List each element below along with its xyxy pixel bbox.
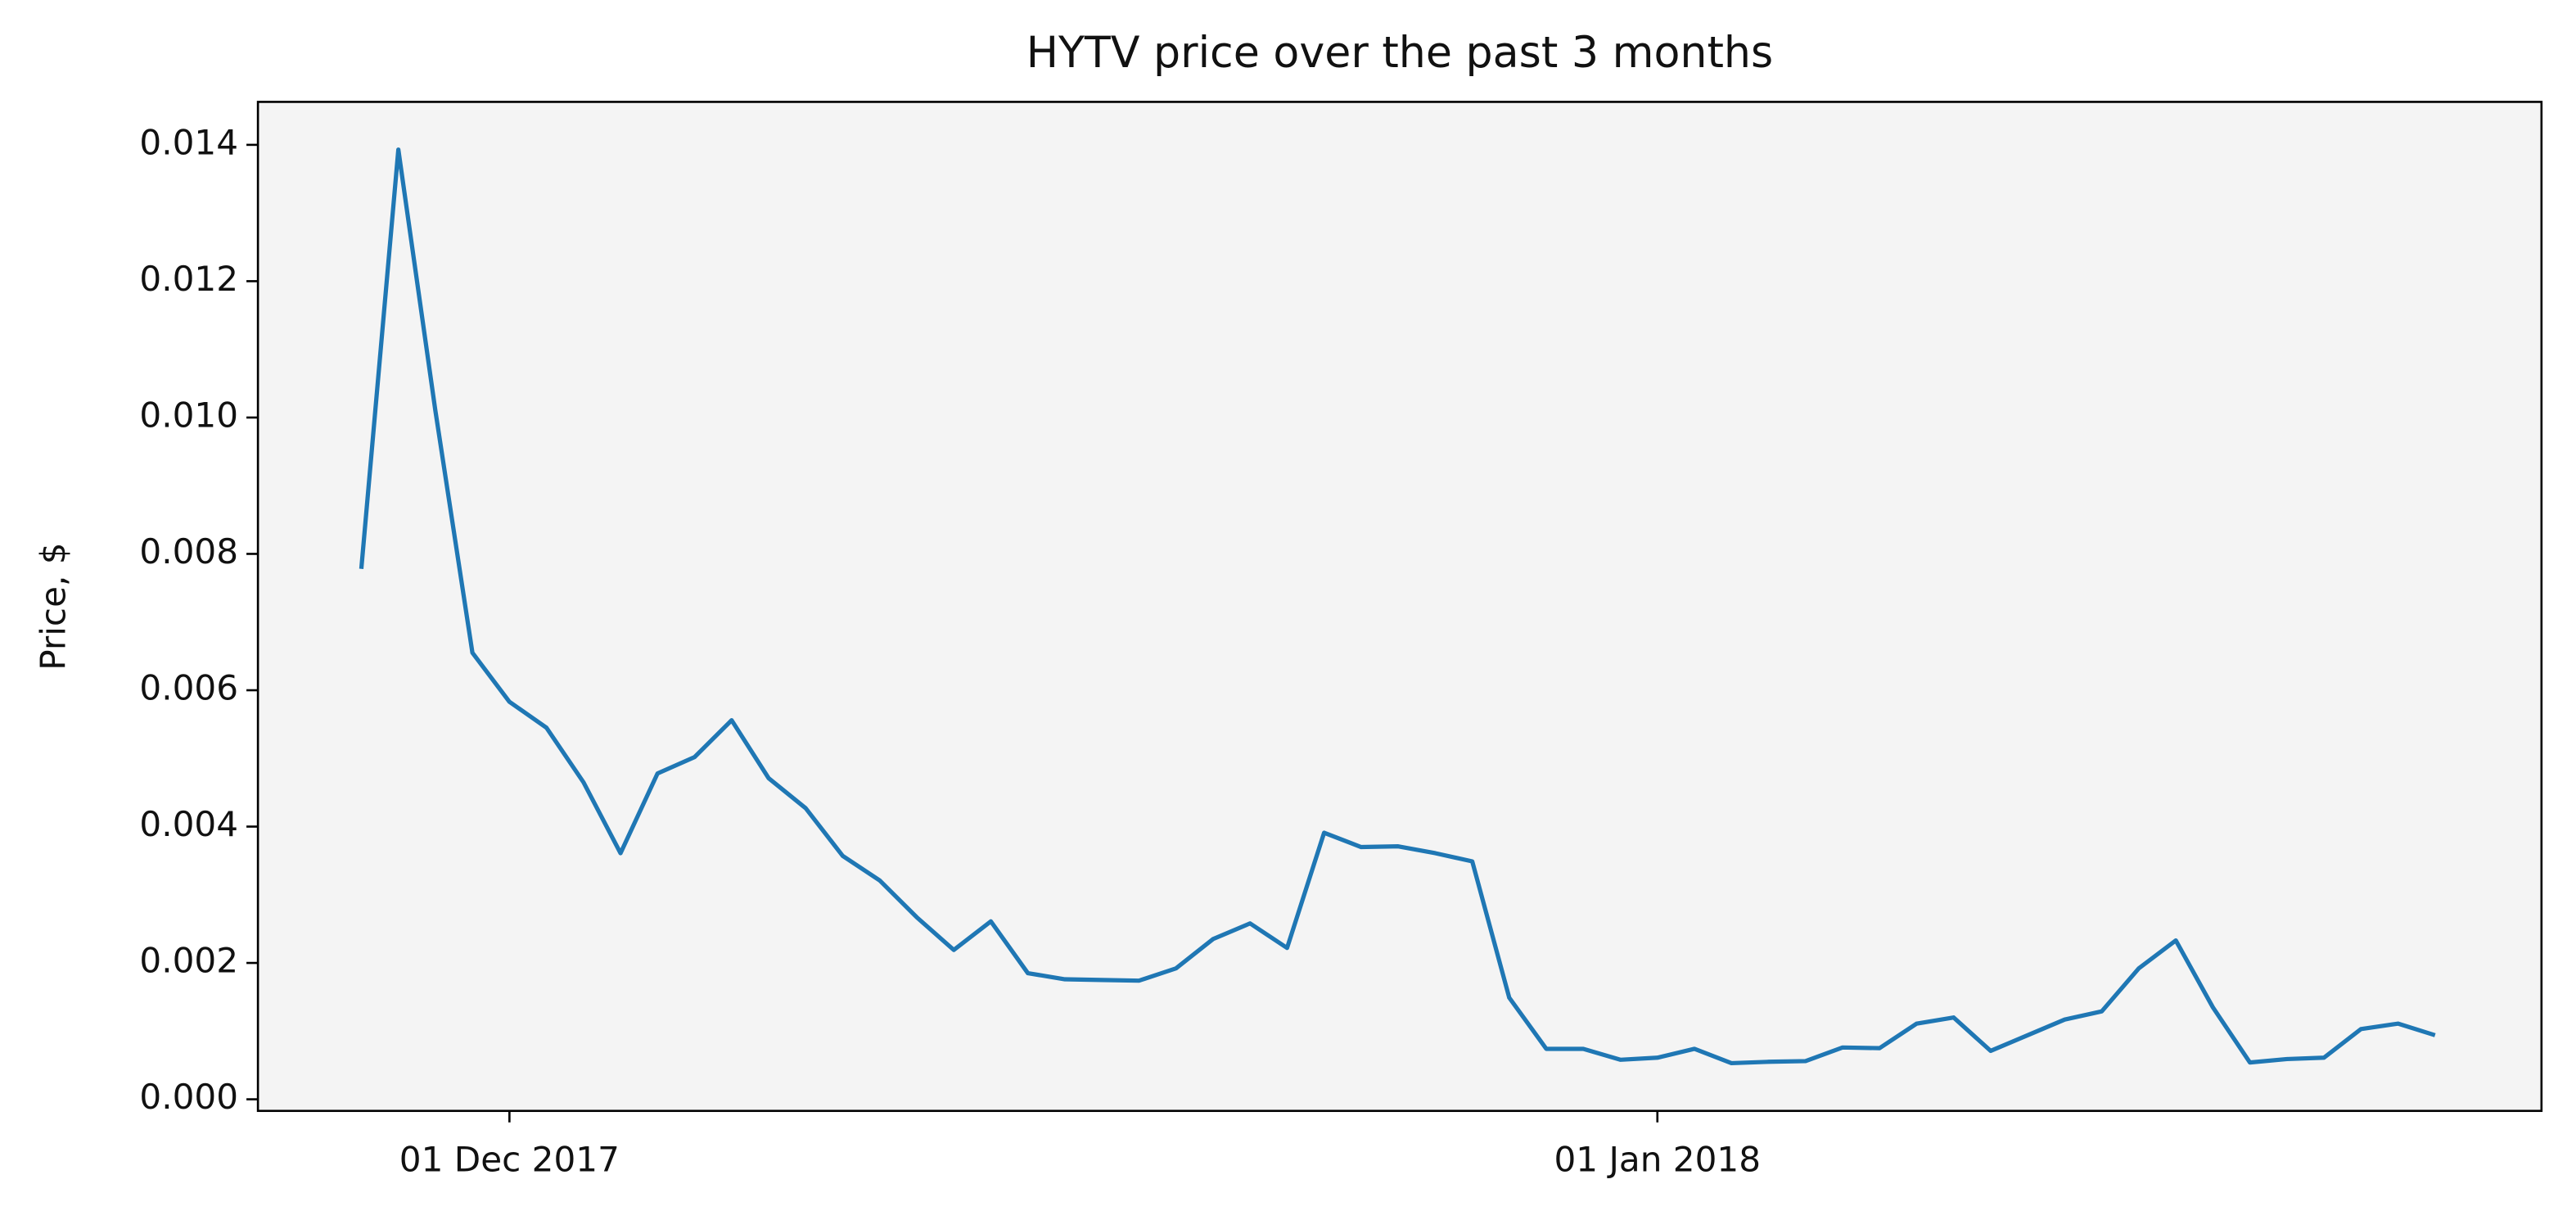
plot-frame: [256, 101, 2543, 1113]
y-tick-label: 0.002: [139, 941, 238, 981]
y-tick-label: 0.010: [139, 395, 238, 435]
y-axis-label: Price, $: [34, 542, 74, 670]
y-tick-label: 0.004: [139, 804, 238, 844]
plot-area: [258, 102, 2542, 1111]
y-tick-label: 0.014: [139, 122, 238, 162]
y-tick-label: 0.000: [139, 1077, 238, 1117]
chart-title: HYTV price over the past 3 months: [1026, 29, 1773, 78]
x-tick-label: 01 Jan 2018: [1554, 1139, 1761, 1179]
y-tick-label: 0.006: [139, 667, 238, 707]
y-tick-label: 0.008: [139, 531, 238, 572]
y-tick-label: 0.012: [139, 259, 238, 299]
x-tick-label: 01 Dec 2017: [399, 1139, 620, 1179]
price-line: [359, 147, 2436, 1066]
